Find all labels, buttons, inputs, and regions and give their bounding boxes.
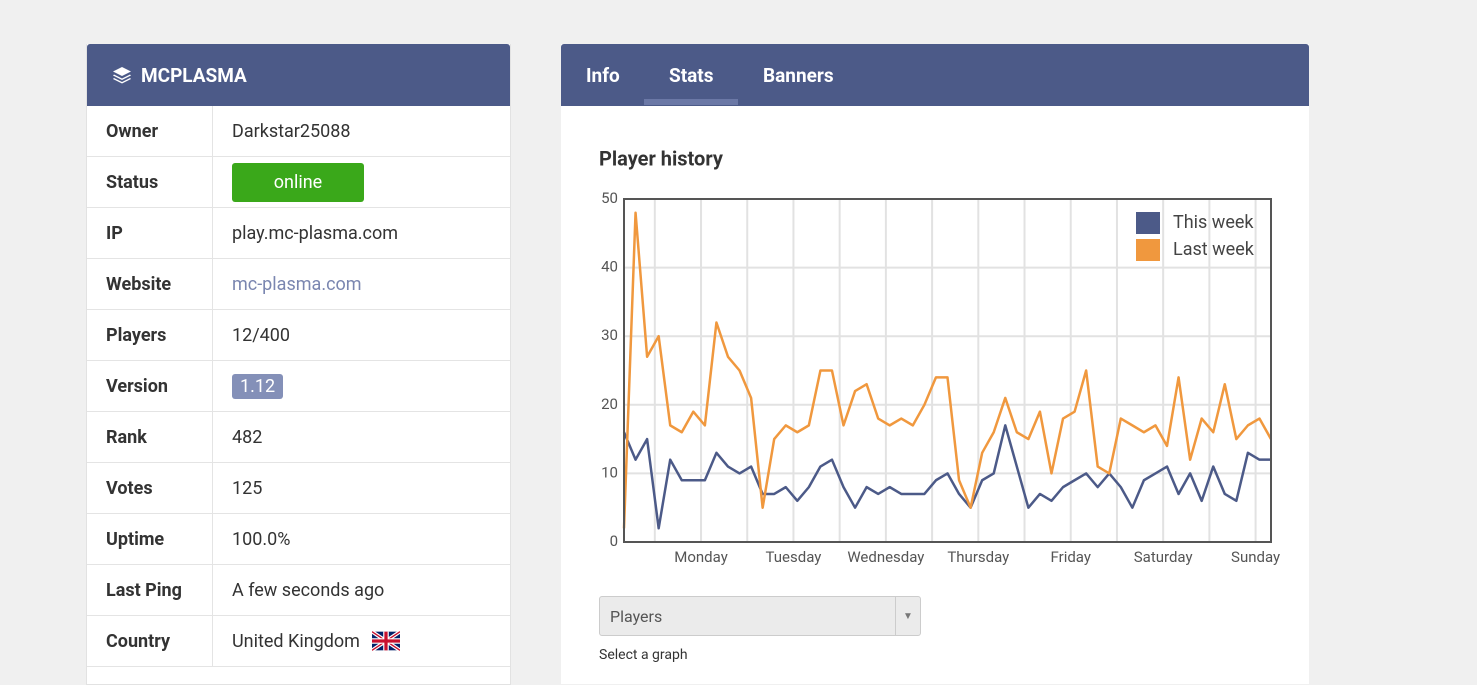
y-tick-label: 0	[610, 532, 618, 550]
tab[interactable]: Info	[586, 64, 620, 87]
y-tick-label: 50	[601, 189, 618, 207]
legend-swatch	[1136, 212, 1160, 234]
info-label: Uptime	[87, 514, 213, 564]
active-tab-indicator	[644, 99, 738, 105]
y-tick-label: 30	[601, 326, 618, 344]
select-arrow: ▼	[895, 597, 920, 635]
info-value: 100.0%	[213, 529, 290, 550]
info-value: mc-plasma.com	[213, 274, 362, 295]
info-text: 100.0%	[232, 528, 291, 550]
info-row: Uptime 100.0%	[87, 514, 510, 565]
legend-label: Last week	[1173, 239, 1255, 260]
select-value: Players	[610, 606, 663, 626]
x-tick-label: Sunday	[1231, 548, 1280, 566]
info-text: play.mc-plasma.com	[232, 222, 399, 244]
info-value: United Kingdom	[213, 631, 400, 652]
select-hint: Select a graph	[599, 647, 688, 663]
x-tick-label: Saturday	[1134, 548, 1193, 566]
chart: Player history 0 10 20 30 40 50 Monday Tuesday W…	[599, 146, 1280, 566]
graph-select[interactable]: Players ▼	[599, 596, 921, 636]
info-text: 482	[232, 426, 263, 448]
info-label: Website	[87, 259, 213, 309]
server-name: MCPLASMA	[141, 63, 247, 87]
x-tick-label: Friday	[1051, 548, 1091, 566]
version-badge: 1.12	[232, 373, 284, 399]
website-link[interactable]: mc-plasma.com	[232, 273, 362, 295]
legend-label: This week	[1173, 212, 1254, 233]
info-value: play.mc-plasma.com	[213, 223, 398, 244]
info-label: Players	[87, 310, 213, 360]
tab-bar: Info Stats Banners	[561, 44, 1309, 106]
info-row: Rank 482	[87, 412, 510, 463]
info-row: Owner Darkstar25088	[87, 106, 510, 157]
info-value: 482	[213, 427, 262, 448]
y-tick-label: 10	[601, 463, 618, 481]
info-row: Website mc-plasma.com	[87, 259, 510, 310]
info-label: Owner	[87, 106, 213, 156]
info-row: Status online	[87, 157, 510, 208]
info-value: Darkstar25088	[213, 121, 350, 142]
layers-icon	[113, 67, 131, 84]
server-header: MCPLASMA	[87, 44, 510, 106]
tab[interactable]: Stats	[669, 64, 714, 87]
flag-icon	[371, 631, 400, 651]
info-text: A few seconds ago	[232, 579, 385, 601]
info-value: 125	[213, 478, 262, 499]
info-text: United Kingdom	[232, 630, 360, 652]
status-badge: online	[232, 162, 364, 202]
plot-frame	[623, 198, 1272, 543]
info-label: Rank	[87, 412, 213, 462]
x-tick-label: Tuesday	[766, 548, 822, 566]
info-text: 12/400	[232, 324, 291, 346]
info-row: Votes 125	[87, 463, 510, 514]
info-row: IP play.mc-plasma.com	[87, 208, 510, 259]
info-text: Darkstar25088	[232, 120, 351, 142]
chart-title: Player history	[599, 146, 724, 170]
line-series	[622, 211, 1273, 529]
x-tick-label: Thursday	[947, 548, 1009, 566]
legend-swatch	[1136, 239, 1160, 261]
info-row: Players 12/400	[87, 310, 510, 361]
info-label: Status	[87, 157, 213, 207]
info-label: Last Ping	[87, 565, 213, 615]
info-value: A few seconds ago	[213, 580, 384, 601]
stats-panel: Info Stats Banners	[561, 44, 1309, 684]
y-tick-label: 40	[601, 258, 618, 276]
info-value: online	[213, 162, 364, 202]
info-row: Version 1.12	[87, 361, 510, 412]
info-row: Last Ping A few seconds ago	[87, 565, 510, 616]
info-value: 1.12	[213, 373, 284, 399]
info-label: Country	[87, 616, 213, 666]
info-table: Owner Darkstar25088 Status online IP play.mc-…	[87, 106, 510, 667]
info-label: Version	[87, 361, 213, 411]
info-label: IP	[87, 208, 213, 258]
line-series	[622, 424, 1271, 530]
page: MCPLASMA Owner Darkstar25088 Status online I…	[86, 44, 1309, 685]
info-text: 125	[232, 477, 263, 499]
server-panel: MCPLASMA Owner Darkstar25088 Status online I…	[86, 44, 511, 685]
x-tick-label: Monday	[674, 548, 728, 566]
x-tick-label: Wednesday	[847, 548, 924, 566]
y-tick-label: 20	[601, 395, 618, 413]
info-label: Votes	[87, 463, 213, 513]
info-value: 12/400	[213, 325, 290, 346]
tab[interactable]: Banners	[763, 64, 834, 87]
